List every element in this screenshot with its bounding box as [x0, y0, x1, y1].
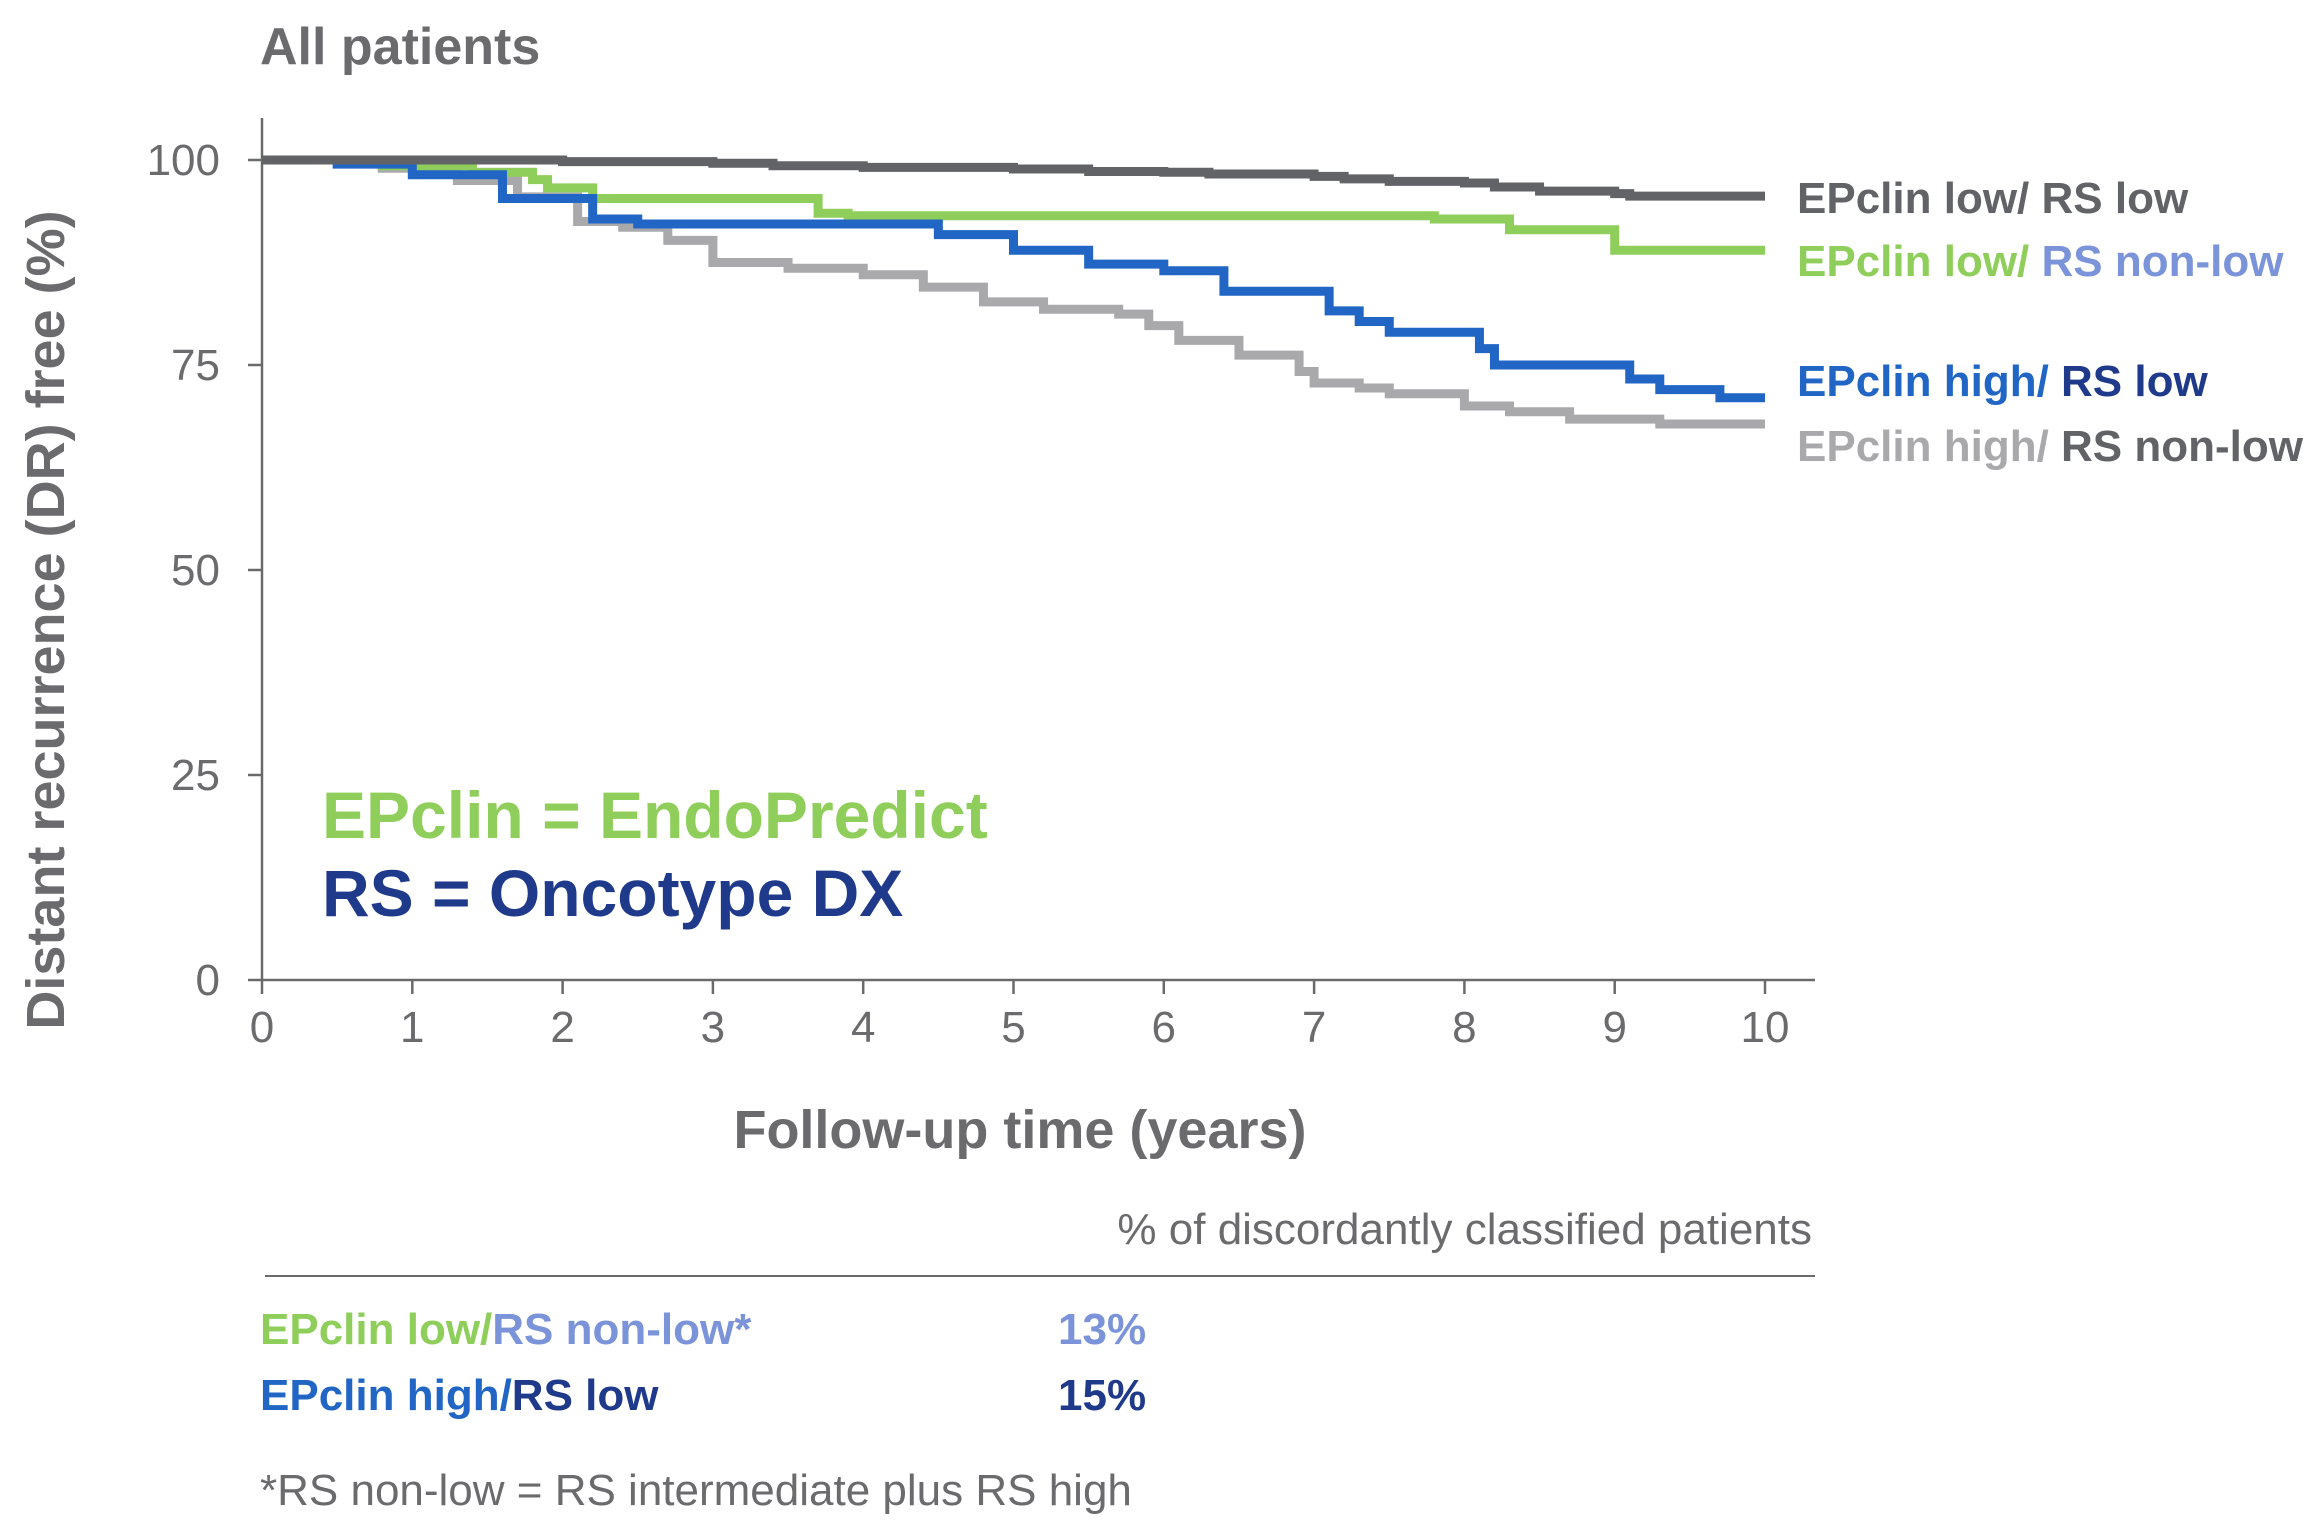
- footer-row-1-value: 13%: [1058, 1305, 1146, 1354]
- series-label-low-low: EPclin low/ RS low: [1797, 174, 2189, 223]
- series-label-part: RS low: [2061, 357, 2208, 406]
- annotation-oncotype: RS = Oncotype DX: [322, 856, 903, 930]
- series-label-part: RS low: [2042, 174, 2189, 223]
- series-lines: [262, 155, 1765, 429]
- footer-header: % of discordantly classified patients: [1117, 1205, 1812, 1254]
- x-tick-label: 9: [1602, 1003, 1626, 1052]
- annotation-endopredict: EPclin = EndoPredict: [322, 778, 988, 852]
- y-tick-label: 75: [171, 341, 220, 390]
- x-axis-ticks: 0 1 2 3 4 5 6 7 8 9 10: [250, 980, 1790, 1052]
- series-line-low-low: [262, 155, 1765, 201]
- series-label-part: RS non-low: [2061, 422, 2304, 471]
- x-tick-label: 4: [851, 1003, 875, 1052]
- x-tick-label: 7: [1302, 1003, 1326, 1052]
- x-tick-label: 6: [1152, 1003, 1176, 1052]
- y-tick-label: 25: [171, 751, 220, 800]
- footer-row-2-value: 15%: [1058, 1371, 1146, 1420]
- x-tick-label: 3: [701, 1003, 725, 1052]
- x-tick-label: 1: [400, 1003, 424, 1052]
- series-label-part: RS non-low: [2042, 237, 2285, 286]
- footer-row-2-label: EPclin high/RS low: [260, 1371, 659, 1420]
- series-label-part: EPclin high/: [1797, 357, 2061, 406]
- y-axis-label: Distant recurrence (DR) free (%): [16, 210, 76, 1029]
- footer-row-1-label: EPclin low/RS non-low*: [260, 1305, 752, 1354]
- y-tick-label: 50: [171, 546, 220, 595]
- y-axis-ticks: 0 25 50 75 100: [147, 136, 262, 1005]
- x-tick-label: 0: [250, 1003, 274, 1052]
- footer-row-1-label-rs: RS non-low*: [492, 1305, 752, 1354]
- series-line-high-low: [262, 155, 1765, 403]
- y-tick-label: 0: [196, 956, 220, 1005]
- y-tick-label: 100: [147, 136, 220, 185]
- series-label-part: EPclin high/: [1797, 422, 2061, 471]
- series-line-low-nonlow: [262, 155, 1765, 255]
- x-tick-label: 10: [1741, 1003, 1790, 1052]
- x-tick-label: 2: [550, 1003, 574, 1052]
- series-label-low-nonlow: EPclin low/ RS non-low: [1797, 237, 2284, 286]
- footer-row-2-label-epclin: EPclin high/: [260, 1371, 512, 1420]
- x-axis-label: Follow-up time (years): [733, 1100, 1306, 1160]
- series-line-high-nonlow: [262, 155, 1765, 429]
- x-tick-label: 8: [1452, 1003, 1476, 1052]
- series-label-high-low: EPclin high/ RS low: [1797, 357, 2208, 406]
- footer-row-2-label-rs: RS low: [512, 1371, 659, 1420]
- footer-row-1-label-epclin: EPclin low/: [260, 1305, 492, 1354]
- x-tick-label: 5: [1001, 1003, 1025, 1052]
- series-label-high-nonlow: EPclin high/ RS non-low: [1797, 422, 2304, 471]
- footer-note: *RS non-low = RS intermediate plus RS hi…: [260, 1466, 1132, 1515]
- chart-title: All patients: [260, 18, 540, 76]
- series-label-part: EPclin low/: [1797, 174, 2042, 223]
- series-label-part: EPclin low/: [1797, 237, 2042, 286]
